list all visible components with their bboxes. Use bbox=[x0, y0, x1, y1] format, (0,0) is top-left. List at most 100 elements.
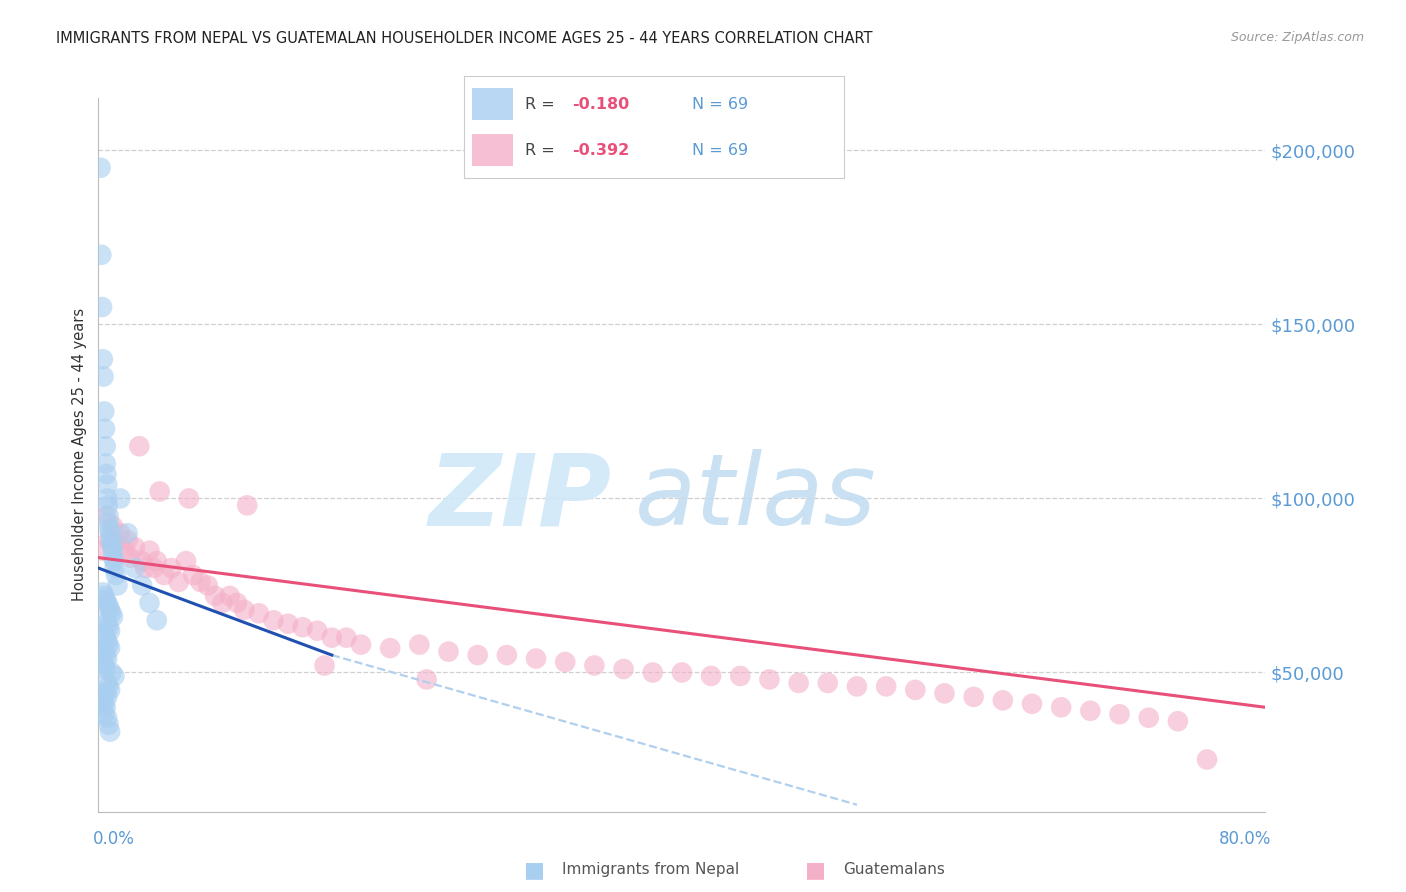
Text: Guatemalans: Guatemalans bbox=[844, 863, 945, 877]
Point bbox=[96, 467, 118, 481]
Point bbox=[554, 655, 576, 669]
Point bbox=[96, 491, 118, 506]
Point bbox=[93, 697, 115, 711]
Point bbox=[105, 578, 128, 592]
Point bbox=[93, 707, 115, 722]
Point bbox=[94, 592, 117, 607]
Point bbox=[495, 648, 517, 662]
Point bbox=[204, 589, 226, 603]
Point bbox=[612, 662, 634, 676]
Point bbox=[98, 523, 121, 537]
Point bbox=[100, 537, 122, 551]
Point bbox=[97, 499, 120, 513]
Text: -0.392: -0.392 bbox=[572, 143, 630, 158]
Point bbox=[98, 641, 121, 656]
Point bbox=[124, 561, 146, 575]
Point bbox=[91, 352, 114, 367]
Point bbox=[98, 624, 121, 638]
Point bbox=[97, 680, 120, 694]
Point bbox=[1050, 700, 1073, 714]
Point bbox=[335, 631, 357, 645]
Point bbox=[93, 627, 115, 641]
Point bbox=[437, 644, 460, 658]
Point bbox=[93, 658, 115, 673]
Point bbox=[700, 669, 723, 683]
Text: ZIP: ZIP bbox=[429, 450, 612, 546]
Text: Immigrants from Nepal: Immigrants from Nepal bbox=[562, 863, 740, 877]
Point bbox=[149, 484, 172, 499]
Point bbox=[96, 616, 118, 631]
Point bbox=[98, 724, 121, 739]
Point bbox=[110, 526, 132, 541]
Point bbox=[233, 603, 256, 617]
Point bbox=[991, 693, 1014, 707]
Point bbox=[671, 665, 693, 680]
Point bbox=[131, 554, 153, 568]
Point bbox=[1167, 714, 1189, 729]
Point bbox=[153, 568, 176, 582]
Point bbox=[117, 526, 139, 541]
Point bbox=[98, 603, 121, 617]
Point bbox=[97, 533, 120, 548]
Point bbox=[378, 641, 402, 656]
Point bbox=[120, 550, 142, 565]
Point bbox=[96, 676, 118, 690]
Point bbox=[91, 655, 114, 669]
Point bbox=[91, 585, 114, 599]
Point bbox=[103, 669, 125, 683]
Point bbox=[218, 589, 240, 603]
Point bbox=[96, 711, 118, 725]
Point bbox=[114, 543, 136, 558]
Point bbox=[226, 596, 249, 610]
Point bbox=[94, 508, 117, 523]
Point bbox=[190, 574, 212, 589]
Point bbox=[100, 607, 122, 621]
Point bbox=[103, 561, 125, 575]
Point bbox=[142, 561, 165, 575]
Point bbox=[93, 369, 115, 384]
Text: Source: ZipAtlas.com: Source: ZipAtlas.com bbox=[1230, 31, 1364, 45]
Point bbox=[314, 658, 336, 673]
Point bbox=[90, 161, 112, 175]
Point bbox=[124, 540, 146, 554]
Point bbox=[101, 543, 124, 558]
Point bbox=[96, 477, 118, 491]
Point bbox=[94, 439, 117, 453]
Point bbox=[117, 533, 139, 548]
Point bbox=[277, 616, 299, 631]
Point bbox=[197, 578, 219, 592]
Point bbox=[730, 669, 752, 683]
Point bbox=[101, 519, 124, 533]
Point bbox=[177, 491, 200, 506]
Point bbox=[211, 596, 233, 610]
Point bbox=[96, 690, 118, 704]
Point bbox=[94, 648, 117, 662]
Point bbox=[247, 607, 270, 621]
Point bbox=[97, 620, 120, 634]
Point bbox=[94, 613, 117, 627]
Point bbox=[98, 526, 121, 541]
Point bbox=[415, 673, 437, 687]
Text: -0.180: -0.180 bbox=[572, 96, 630, 112]
Point bbox=[134, 561, 156, 575]
Point bbox=[307, 624, 329, 638]
Point bbox=[408, 638, 430, 652]
Point bbox=[146, 613, 169, 627]
Point bbox=[138, 543, 160, 558]
Point bbox=[96, 596, 118, 610]
Point bbox=[97, 638, 120, 652]
Point bbox=[1021, 697, 1043, 711]
Point bbox=[262, 613, 284, 627]
Text: N = 69: N = 69 bbox=[692, 143, 748, 158]
Point bbox=[104, 537, 127, 551]
Text: R =: R = bbox=[524, 96, 560, 112]
Point bbox=[1137, 711, 1160, 725]
Point bbox=[100, 533, 122, 548]
Text: 0.0%: 0.0% bbox=[93, 830, 135, 847]
Point bbox=[934, 686, 956, 700]
Point bbox=[94, 631, 117, 645]
Point bbox=[641, 665, 664, 680]
Point bbox=[174, 554, 197, 568]
Point bbox=[96, 651, 118, 665]
Point bbox=[104, 568, 127, 582]
